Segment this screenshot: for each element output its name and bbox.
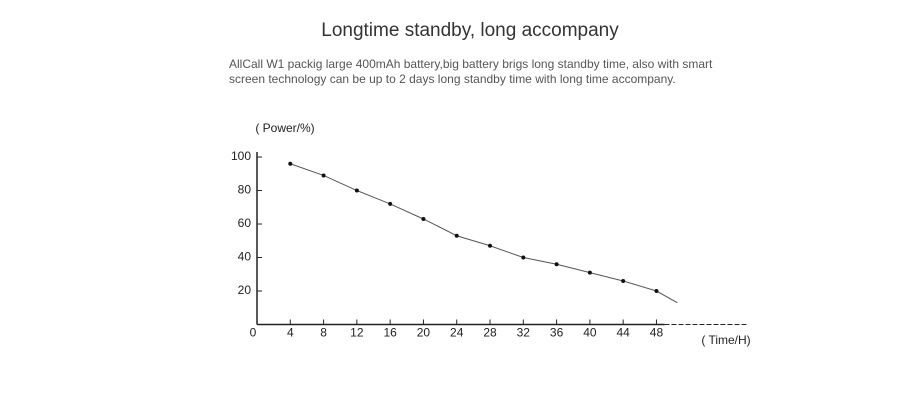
data-point xyxy=(621,278,626,283)
data-point xyxy=(587,270,592,275)
y-tick-label: 40 xyxy=(238,250,252,264)
x-tick-label: 24 xyxy=(450,326,464,340)
data-point xyxy=(288,161,293,166)
description-line: AllCall W1 packig large 400mAh battery,b… xyxy=(229,57,713,71)
data-point xyxy=(388,201,393,206)
data-point xyxy=(521,255,526,260)
x-tick-label: 28 xyxy=(483,326,497,340)
x-tick-label: 48 xyxy=(650,326,664,340)
y-tick-label: 60 xyxy=(238,216,252,230)
y-axis-label: ( Power/%) xyxy=(255,121,314,135)
y-tick-label: 20 xyxy=(238,283,252,297)
x-tick-label: 44 xyxy=(616,326,630,340)
data-point xyxy=(421,216,426,221)
x-tick-label: 12 xyxy=(350,326,364,340)
x-tick-label: 32 xyxy=(517,326,531,340)
data-point xyxy=(321,173,326,178)
description-line: screen technology can be up to 2 days lo… xyxy=(229,72,676,86)
x-tick-label: 36 xyxy=(550,326,564,340)
x-tick-label: 4 xyxy=(287,326,294,340)
y-tick-label: 100 xyxy=(231,149,251,163)
x-tick-label: 40 xyxy=(583,326,597,340)
data-point xyxy=(654,289,659,294)
x-tick-label: 0 xyxy=(250,326,257,340)
chart-title: Longtime standby, long accompany xyxy=(321,20,619,41)
x-tick-label: 16 xyxy=(383,326,397,340)
data-point xyxy=(554,262,559,267)
description: AllCall W1 packig large 400mAh battery,b… xyxy=(229,57,712,87)
x-tick-label: 8 xyxy=(320,326,327,340)
x-tick-label: 20 xyxy=(417,326,431,340)
data-point xyxy=(488,243,493,248)
series-line xyxy=(290,163,678,304)
data-point xyxy=(354,188,359,193)
y-tick-label: 80 xyxy=(238,183,252,197)
data-point xyxy=(454,233,459,238)
x-axis-label: ( Time/H) xyxy=(701,333,750,347)
